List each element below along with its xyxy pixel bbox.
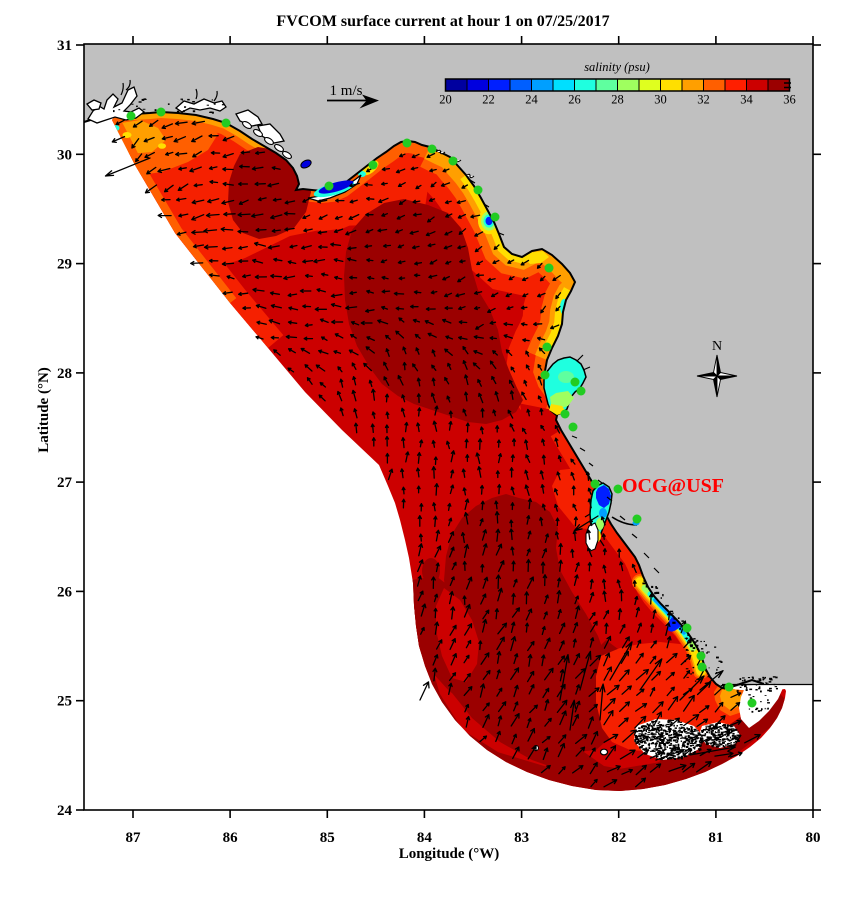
svg-text:Latitude (°N): Latitude (°N) [36,367,52,453]
svg-text:36: 36 [783,93,796,107]
svg-text:22: 22 [482,93,495,107]
svg-text:25: 25 [57,694,72,710]
svg-text:86: 86 [223,830,239,846]
svg-text:28: 28 [611,93,624,107]
svg-text:81: 81 [708,830,723,846]
svg-text:1 m/s: 1 m/s [330,83,363,99]
svg-text:28: 28 [57,366,72,382]
svg-text:24: 24 [525,93,538,107]
svg-text:OCG@USF: OCG@USF [622,475,724,497]
svg-text:FVCOM surface current at hour: FVCOM surface current at hour 1 on 07/25… [276,13,609,30]
svg-text:27: 27 [57,475,73,491]
svg-text:32: 32 [697,93,710,107]
svg-text:salinity (psu): salinity (psu) [584,60,650,74]
svg-text:31: 31 [57,38,72,54]
svg-text:26: 26 [57,584,73,600]
svg-text:82: 82 [611,830,626,846]
svg-text:85: 85 [320,830,335,846]
svg-text:26: 26 [568,93,581,107]
svg-text:83: 83 [514,830,529,846]
svg-text:87: 87 [126,830,142,846]
svg-text:20: 20 [439,93,452,107]
svg-text:80: 80 [806,830,821,846]
svg-text:Longitude (°W): Longitude (°W) [399,846,500,862]
svg-text:30: 30 [57,147,72,163]
svg-text:N: N [712,339,722,354]
svg-text:34: 34 [740,93,753,107]
svg-text:84: 84 [417,830,433,846]
svg-text:29: 29 [57,257,72,273]
svg-text:30: 30 [654,93,667,107]
svg-text:24: 24 [57,803,73,819]
